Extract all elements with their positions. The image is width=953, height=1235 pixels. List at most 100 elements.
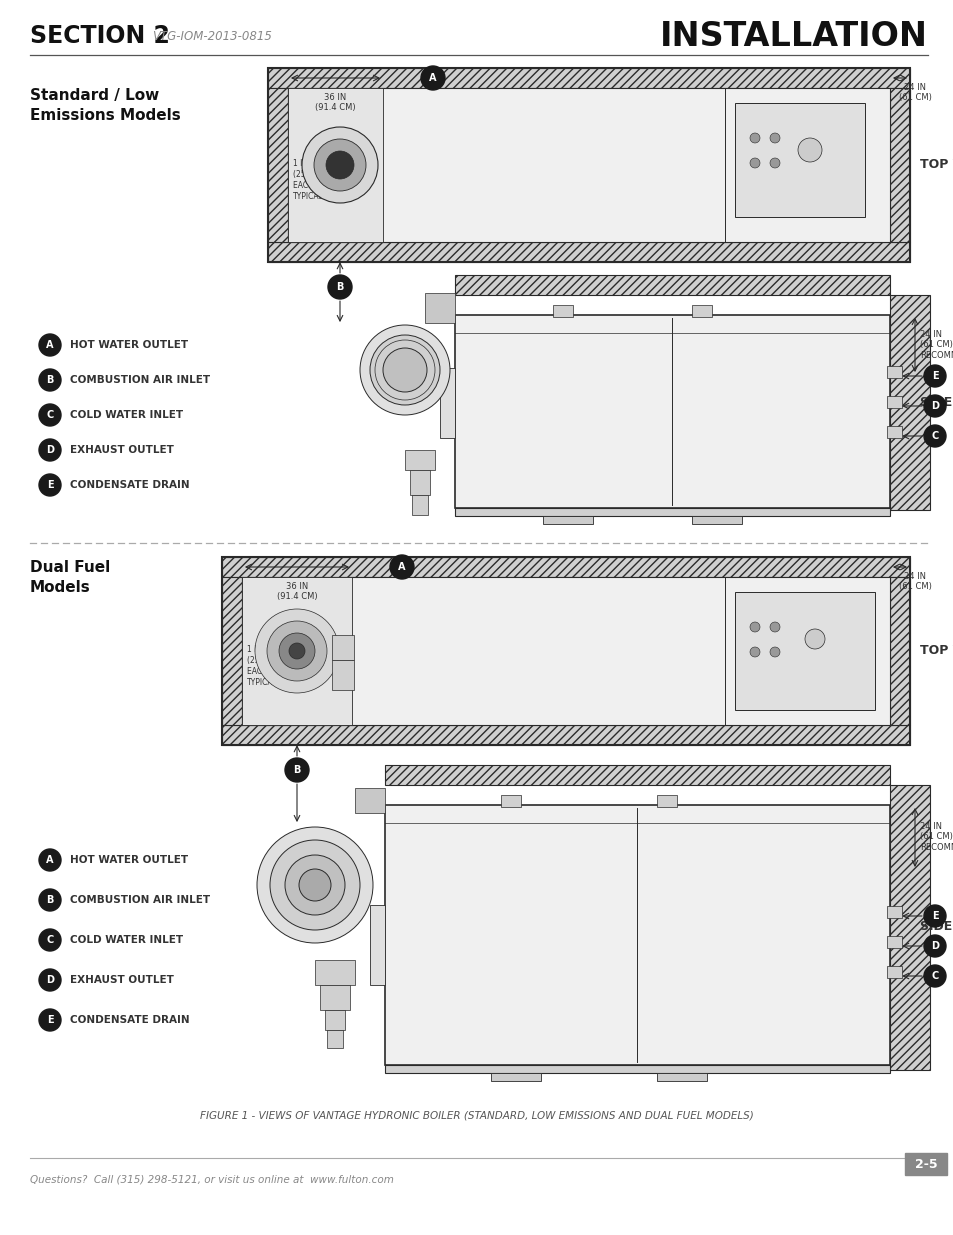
Bar [553, 305, 573, 317]
Circle shape [923, 425, 945, 447]
Circle shape [302, 127, 377, 203]
Bar [242, 577, 352, 725]
Bar [657, 795, 677, 806]
Text: Questions?  Call (315) 298-5121, or visit us online at  www.fulton.com: Questions? Call (315) 298-5121, or visit… [30, 1174, 394, 1186]
Circle shape [39, 1009, 61, 1031]
Bar [268, 88, 288, 242]
Bar [691, 516, 741, 524]
Text: COMBUSTION AIR INLET: COMBUSTION AIR INLET [70, 895, 210, 905]
Circle shape [278, 634, 314, 669]
Text: INSTALLATION: INSTALLATION [659, 20, 927, 53]
Circle shape [314, 140, 366, 191]
Bar [410, 471, 430, 495]
Text: A: A [429, 73, 436, 83]
Text: COLD WATER INLET: COLD WATER INLET [70, 410, 183, 420]
Text: SIDE VIEW: SIDE VIEW [919, 395, 953, 409]
Circle shape [285, 758, 309, 782]
Text: 2-5: 2-5 [914, 1157, 937, 1171]
Text: Standard / Low
Emissions Models: Standard / Low Emissions Models [30, 88, 180, 122]
Text: E: E [931, 911, 938, 921]
Circle shape [370, 335, 439, 405]
Bar [222, 725, 909, 745]
Circle shape [923, 366, 945, 387]
Bar [370, 905, 385, 986]
Circle shape [749, 622, 760, 632]
Text: EXHAUST OUTLET: EXHAUST OUTLET [70, 974, 173, 986]
Circle shape [769, 158, 780, 168]
Bar [314, 960, 355, 986]
Bar [491, 1073, 540, 1081]
Text: SECTION 2: SECTION 2 [30, 23, 170, 48]
Text: SIDE VIEW: SIDE VIEW [919, 920, 953, 934]
Circle shape [39, 929, 61, 951]
Bar [222, 557, 909, 577]
Bar [734, 592, 874, 710]
Circle shape [749, 133, 760, 143]
Bar [288, 88, 382, 242]
Bar [500, 795, 520, 806]
Bar [355, 788, 385, 813]
Bar [542, 516, 593, 524]
Circle shape [39, 848, 61, 871]
Text: COLD WATER INLET: COLD WATER INLET [70, 935, 183, 945]
Bar [268, 242, 909, 262]
Circle shape [923, 905, 945, 927]
Text: 36 IN
(91.4 CM): 36 IN (91.4 CM) [314, 93, 355, 112]
Text: A: A [46, 855, 53, 864]
Bar [385, 1065, 889, 1073]
Text: EXHAUST OUTLET: EXHAUST OUTLET [70, 445, 173, 454]
Text: 24 IN
(61 CM)
RECOMMENDED: 24 IN (61 CM) RECOMMENDED [919, 823, 953, 852]
Text: COMBUSTION AIR INLET: COMBUSTION AIR INLET [70, 375, 210, 385]
Circle shape [359, 325, 450, 415]
Circle shape [270, 840, 359, 930]
Circle shape [382, 348, 427, 391]
Circle shape [39, 474, 61, 496]
Circle shape [267, 621, 327, 680]
Circle shape [749, 647, 760, 657]
Text: D: D [930, 941, 938, 951]
Bar [886, 426, 901, 438]
Circle shape [923, 965, 945, 987]
Text: TOP VIEW: TOP VIEW [919, 645, 953, 657]
Text: C: C [930, 431, 938, 441]
Bar [886, 396, 901, 408]
Bar [288, 88, 889, 242]
Bar [385, 764, 889, 785]
Circle shape [39, 969, 61, 990]
Bar [691, 305, 711, 317]
Bar [405, 450, 435, 471]
Text: B: B [47, 375, 53, 385]
Text: TOP VIEW: TOP VIEW [919, 158, 953, 172]
Bar [889, 295, 929, 510]
Text: FIGURE 1 - VIEWS OF VANTAGE HYDRONIC BOILER (STANDARD, LOW EMISSIONS AND DUAL FU: FIGURE 1 - VIEWS OF VANTAGE HYDRONIC BOI… [200, 1110, 753, 1120]
Bar [412, 495, 428, 515]
Bar [889, 88, 909, 242]
Bar [889, 785, 929, 1070]
Text: C: C [47, 935, 53, 945]
Bar [734, 103, 864, 217]
Text: D: D [930, 401, 938, 411]
Circle shape [289, 643, 305, 659]
Circle shape [797, 138, 821, 162]
Bar [222, 577, 242, 725]
Bar [886, 366, 901, 378]
Bar [327, 1030, 343, 1049]
Text: B: B [47, 895, 53, 905]
Bar [455, 275, 889, 295]
Circle shape [39, 889, 61, 911]
Bar [889, 577, 909, 725]
Text: E: E [47, 1015, 53, 1025]
Text: 36 IN
(91.4 CM): 36 IN (91.4 CM) [276, 582, 317, 601]
Circle shape [39, 438, 61, 461]
Text: D: D [46, 974, 54, 986]
Circle shape [923, 395, 945, 417]
Circle shape [39, 404, 61, 426]
Bar [242, 577, 889, 725]
Bar [332, 659, 354, 690]
Circle shape [254, 609, 338, 693]
Bar [886, 966, 901, 978]
Bar [424, 293, 455, 324]
Text: 1 IN
(25.4 MM)
EACH SIDE
TYPICAL: 1 IN (25.4 MM) EACH SIDE TYPICAL [293, 159, 334, 201]
Circle shape [390, 555, 414, 579]
Bar [904, 1153, 946, 1174]
